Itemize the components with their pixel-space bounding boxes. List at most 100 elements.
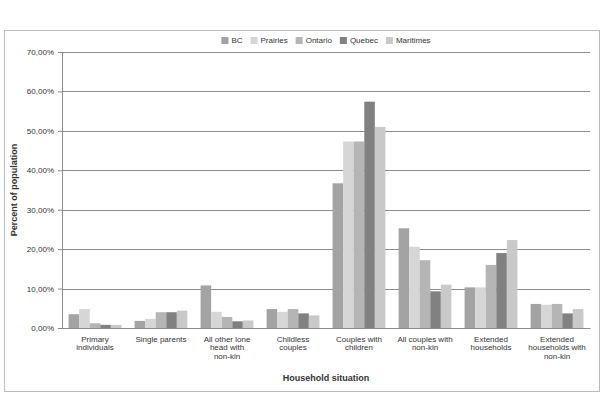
bar: [288, 309, 299, 328]
legend-label: Ontario: [306, 36, 333, 45]
bar: [409, 247, 420, 328]
tick-label: 20,00%: [27, 245, 54, 254]
y-axis-title: Percent of population: [9, 144, 19, 237]
tick-label: 40,00%: [27, 166, 54, 175]
chart: 0,00% 10,00% 20,00% 30,00% 40,00% 50,00% 60,00…: [0, 0, 604, 393]
tick: All other lonehead withnon-kin: [204, 335, 251, 362]
bar: [90, 323, 101, 328]
legend: BC Prairies Ontario Quebec Maritimes: [221, 36, 430, 45]
bar: [111, 325, 122, 328]
tick-label: Couples withchildren: [336, 335, 382, 353]
tick-mark: [58, 52, 62, 53]
series: [69, 183, 542, 328]
bar: [354, 142, 365, 328]
bar: [145, 319, 156, 328]
bar: [211, 312, 222, 328]
bar: [486, 265, 497, 328]
bar: [420, 260, 431, 328]
bar: [298, 313, 309, 328]
axis-line: [63, 328, 591, 329]
bar: [562, 313, 573, 328]
grid-line: [62, 131, 590, 132]
grid-line: [62, 210, 590, 211]
grid: [62, 53, 590, 329]
legend-swatch: [340, 37, 347, 44]
tick: 20,00%: [27, 245, 62, 254]
series: [79, 142, 552, 328]
grid-line: [62, 52, 590, 53]
tick-label: Childlesscouples: [277, 335, 309, 353]
bar: [364, 102, 375, 328]
tick: 0,00%: [31, 324, 62, 333]
tick: 40,00%: [27, 166, 62, 175]
tick-label: 0,00%: [31, 324, 54, 333]
bar: [333, 183, 344, 328]
tick: Extendedhouseholds: [471, 335, 512, 353]
axis-line: [58, 53, 63, 329]
tick-mark: [58, 131, 62, 132]
bar: [441, 285, 452, 328]
bar: [232, 321, 243, 328]
grid-line: [62, 91, 590, 92]
legend-item: Prairies: [251, 36, 288, 45]
bar: [267, 309, 278, 328]
bar: [177, 311, 188, 328]
tick-label: 50,00%: [27, 127, 54, 136]
legend-label: Quebec: [350, 36, 378, 45]
bar: [531, 304, 542, 328]
tick-label: 60,00%: [27, 87, 54, 96]
legend-label: Prairies: [261, 36, 288, 45]
bar: [309, 315, 320, 328]
legend-swatch: [296, 37, 303, 44]
legend-item: Ontario: [296, 36, 333, 45]
legend-label: BC: [231, 36, 242, 45]
bar: [100, 325, 111, 328]
bar: [475, 287, 486, 328]
tick-label: Primaryindividuals: [76, 335, 113, 353]
tick: Single parents: [135, 335, 186, 344]
series: [111, 127, 584, 328]
chart-frame: [5, 31, 600, 392]
bar: [201, 285, 212, 328]
bar: [375, 127, 386, 328]
legend-item: Quebec: [340, 36, 378, 45]
bar: [243, 321, 254, 328]
series: [100, 102, 573, 328]
bar: [465, 287, 476, 328]
tick: 10,00%: [27, 285, 62, 294]
tick: 50,00%: [27, 127, 62, 136]
bar: [79, 309, 90, 328]
tick-mark: [58, 170, 62, 171]
bars: [69, 102, 584, 328]
tick: Primaryindividuals: [76, 335, 113, 353]
legend-swatch: [386, 37, 393, 44]
tick-label: All couples withnon-kin: [397, 335, 452, 353]
bar: [399, 228, 410, 328]
bar: [69, 314, 80, 328]
series: [90, 142, 563, 328]
tick-mark: [58, 328, 62, 329]
bar: [430, 291, 441, 328]
bar: [496, 253, 507, 328]
tick: 70,00%: [27, 48, 62, 57]
tick-label: 70,00%: [27, 48, 54, 57]
tick-mark: [58, 91, 62, 92]
x-axis: Primaryindividuals Single parents All othe…: [63, 329, 591, 362]
bar: [166, 312, 177, 328]
tick: Extendedhouseholds withnon-kin: [528, 335, 585, 362]
grid-line: [62, 170, 590, 171]
tick: 30,00%: [27, 206, 62, 215]
bar: [507, 240, 518, 328]
tick-label: Extendedhouseholds: [471, 335, 512, 353]
legend-swatch: [221, 37, 228, 44]
tick: Childlesscouples: [277, 335, 309, 353]
bar: [541, 305, 552, 328]
tick-mark: [58, 289, 62, 290]
tick-label: 10,00%: [27, 285, 54, 294]
legend-label: Maritimes: [396, 36, 431, 45]
grid-line: [62, 328, 590, 329]
tick: 60,00%: [27, 87, 62, 96]
tick-label: Extendedhouseholds withnon-kin: [528, 335, 585, 362]
bar: [222, 317, 233, 328]
tick-mark: [58, 249, 62, 250]
